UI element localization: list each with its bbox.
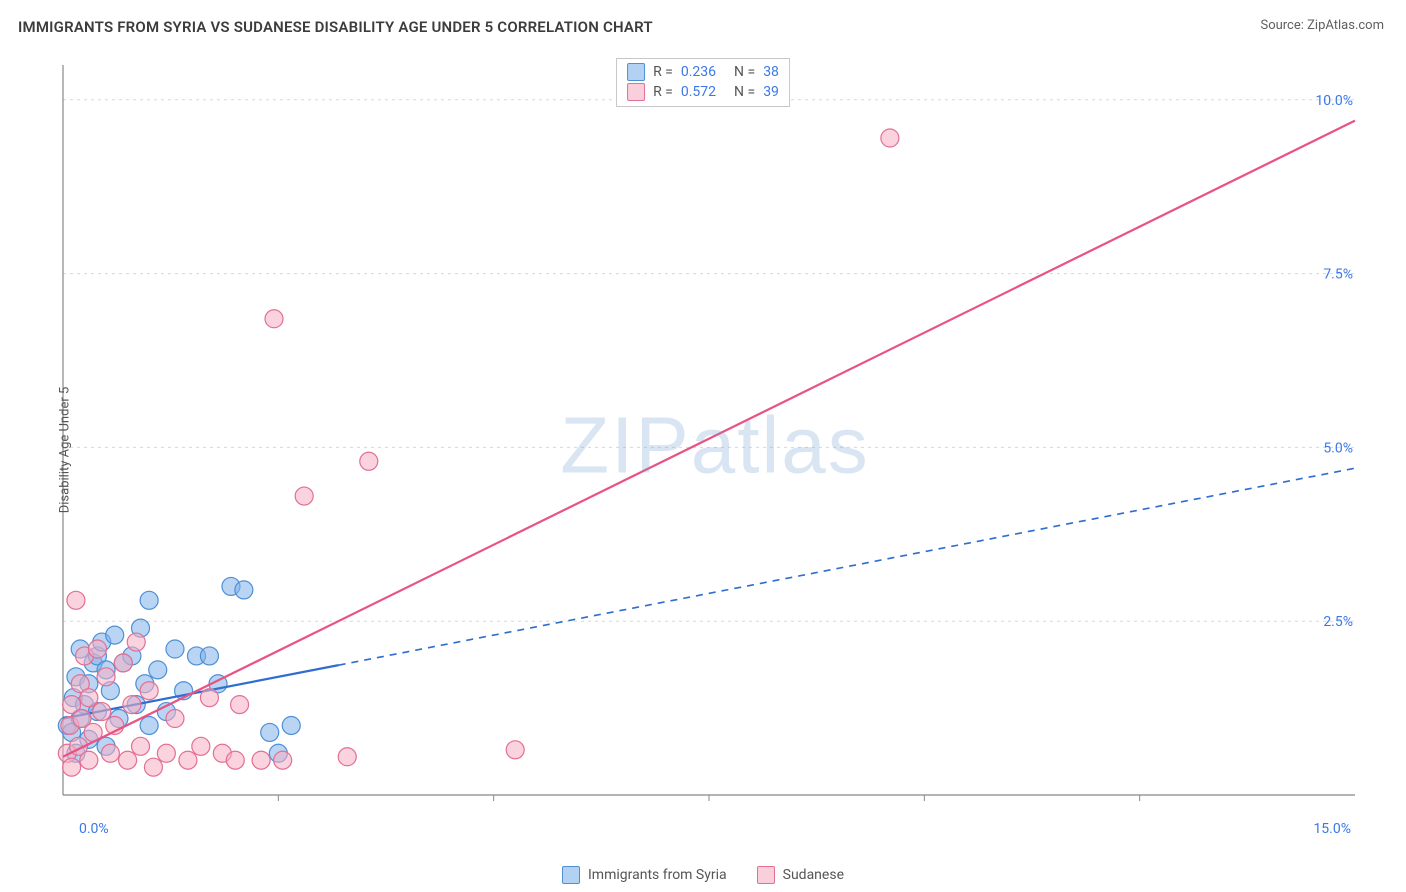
legend-n-value: 38: [763, 62, 779, 82]
y-axis-label: Disability Age Under 5: [58, 387, 73, 514]
x-tick-label-right: 15.0%: [1313, 821, 1351, 837]
source-text: Source: ZipAtlas.com: [1260, 18, 1384, 33]
legend-item: Immigrants from Syria: [562, 866, 727, 884]
legend-n-label: N =: [734, 62, 755, 82]
legend-r-label: R =: [653, 62, 673, 82]
y-tick-label: 2.5%: [1323, 614, 1353, 630]
legend-swatch: [562, 866, 580, 884]
legend-label: Immigrants from Syria: [588, 867, 727, 883]
series-legend: Immigrants from Syria Sudanese: [562, 866, 844, 884]
x-tick-label-left: 0.0%: [79, 821, 109, 837]
legend-r-label: R =: [653, 82, 673, 102]
chart-title: IMMIGRANTS FROM SYRIA VS SUDANESE DISABI…: [18, 18, 653, 36]
legend-row: R = 0.572 N = 39: [627, 82, 779, 102]
y-tick-label: 10.0%: [1315, 93, 1353, 109]
legend-swatch: [627, 83, 645, 101]
watermark: ZIPatlas: [560, 399, 869, 491]
legend-r-value: 0.572: [681, 82, 716, 102]
legend-r-value: 0.236: [681, 62, 716, 82]
legend-swatch: [757, 866, 775, 884]
plot-area: Disability Age Under 5 ZIPatlas 2.5% 5.0%…: [55, 55, 1375, 845]
y-tick-label: 5.0%: [1323, 440, 1353, 456]
chart-container: IMMIGRANTS FROM SYRIA VS SUDANESE DISABI…: [0, 0, 1406, 892]
y-tick-label: 7.5%: [1323, 267, 1353, 283]
legend-item: Sudanese: [757, 866, 844, 884]
legend-label: Sudanese: [783, 867, 844, 883]
correlation-legend: R = 0.236 N = 38 R = 0.572 N = 39: [616, 58, 790, 107]
legend-n-value: 39: [763, 82, 779, 102]
legend-swatch: [627, 63, 645, 81]
legend-row: R = 0.236 N = 38: [627, 62, 779, 82]
legend-n-label: N =: [734, 82, 755, 102]
